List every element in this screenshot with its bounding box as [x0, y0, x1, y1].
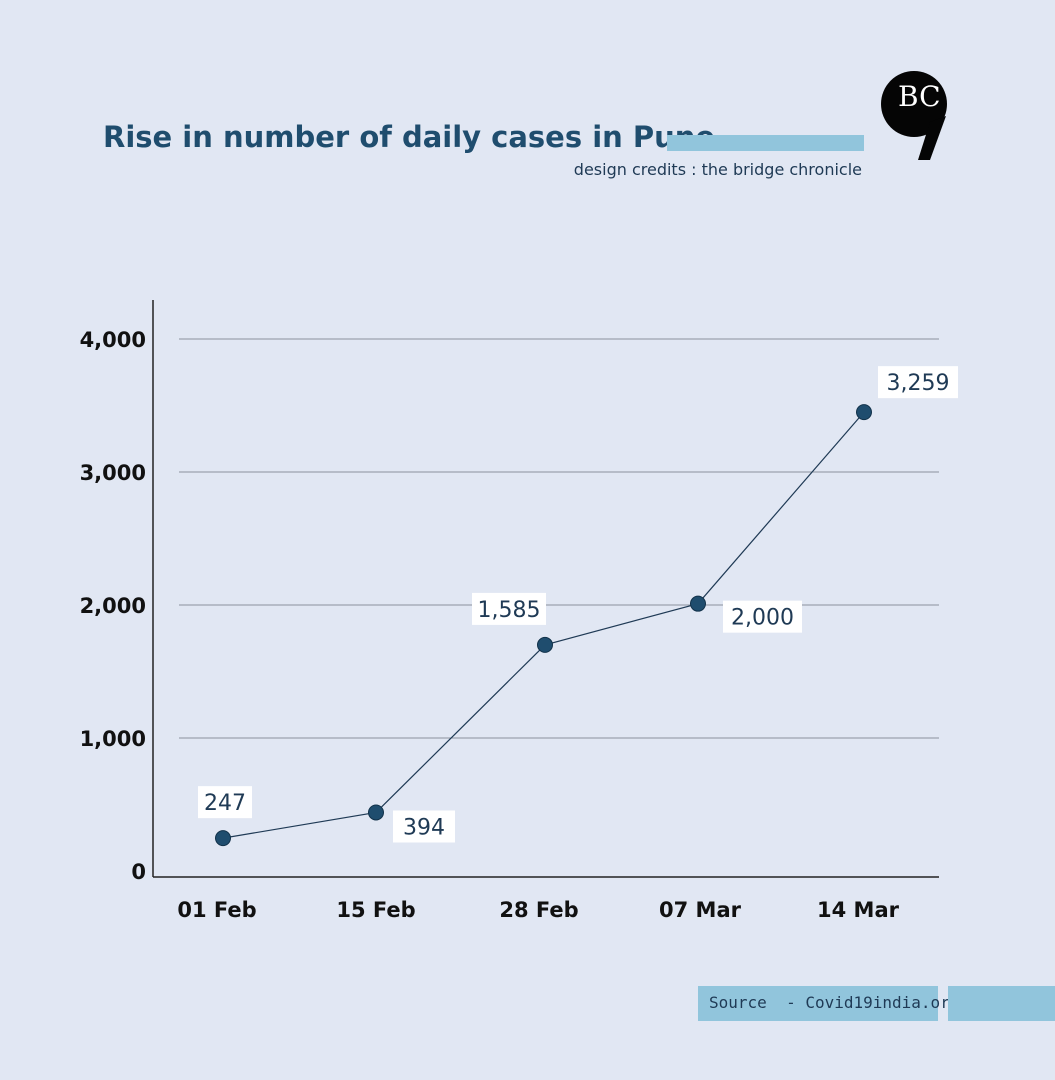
chart-title: Rise in number of daily cases in Pune — [103, 120, 716, 154]
data-point — [856, 404, 872, 421]
y-tick-label: 2,000 — [80, 594, 146, 618]
data-label-box — [198, 786, 252, 819]
design-credits: design credits : the bridge chronicle — [573, 160, 862, 179]
data-label: 3,259 — [887, 371, 950, 396]
data-label: 247 — [204, 791, 246, 816]
x-tick-label: 15 Feb — [336, 898, 415, 922]
bridge-chronicle-logo-icon: BC — [881, 71, 947, 160]
x-tick-labels: 01 Feb 15 Feb 28 Feb 07 Mar 14 Mar — [177, 898, 899, 922]
data-points — [215, 404, 872, 847]
grid-lines — [179, 338, 939, 739]
data-label-box — [472, 592, 546, 625]
data-label-box — [878, 366, 958, 399]
data-label-box — [723, 600, 802, 633]
data-label: 394 — [403, 815, 445, 840]
x-tick-label: 01 Feb — [177, 898, 256, 922]
y-tick-labels: 0 1,000 2,000 3,000 4,000 — [80, 328, 146, 884]
logo-text: BC — [898, 80, 941, 113]
data-point — [368, 804, 384, 821]
data-point — [537, 636, 553, 653]
x-tick-label: 14 Mar — [817, 898, 900, 922]
source-box: Source - Covid19india.org — [698, 986, 959, 1021]
title-accent-bar — [667, 135, 864, 151]
source-accent-bar — [948, 986, 1055, 1021]
data-label-box — [393, 810, 455, 843]
data-labels: 247 394 1,585 2,000 3,259 — [198, 366, 958, 843]
data-label: 2,000 — [731, 606, 794, 631]
y-tick-label: 3,000 — [80, 461, 146, 485]
y-tick-label: 0 — [131, 860, 146, 884]
data-point — [215, 830, 231, 847]
x-tick-label: 07 Mar — [659, 898, 742, 922]
y-tick-label: 4,000 — [80, 328, 146, 352]
x-tick-label: 28 Feb — [499, 898, 578, 922]
data-label: 1,585 — [478, 598, 541, 623]
y-tick-label: 1,000 — [80, 727, 146, 751]
data-point — [690, 595, 706, 612]
